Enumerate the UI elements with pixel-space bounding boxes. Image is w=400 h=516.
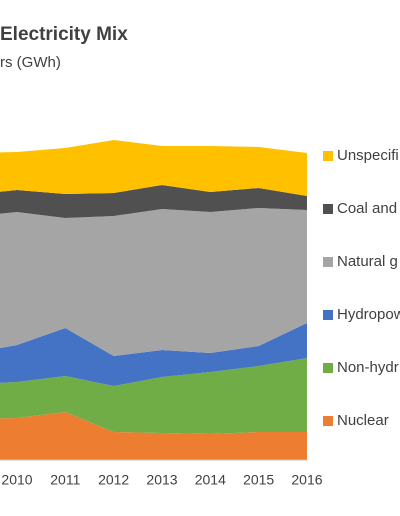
legend-label: Natural g	[337, 253, 398, 270]
chart-title: Electricity Mix	[0, 24, 128, 45]
area	[0, 358, 307, 434]
x-tick-label: 2013	[146, 472, 177, 488]
legend-swatch	[323, 257, 333, 267]
x-tick-label: 2010	[1, 472, 32, 488]
area	[0, 208, 307, 356]
chart-subtitle: rs (GWh)	[0, 54, 61, 71]
area	[0, 140, 307, 196]
legend-label: Hydropow	[337, 306, 400, 323]
legend-label: Nuclear	[337, 412, 389, 429]
legend-label: Non-hydr	[337, 359, 399, 376]
area	[0, 185, 307, 218]
legend-swatch	[323, 363, 333, 373]
legend-swatch	[323, 151, 333, 161]
area	[0, 412, 307, 460]
legend-swatch	[323, 310, 333, 320]
x-tick-label: 2016	[291, 472, 322, 488]
x-tick-label: 2011	[50, 472, 80, 488]
legend-swatch	[323, 416, 333, 426]
area	[0, 323, 307, 386]
legend-swatch	[323, 204, 333, 214]
x-tick-label: 2014	[195, 472, 226, 488]
legend-label: Coal and	[337, 200, 397, 217]
legend-label: Unspecifi	[337, 147, 399, 164]
x-tick-label: 2012	[98, 472, 129, 488]
x-tick-label: 2015	[243, 472, 274, 488]
